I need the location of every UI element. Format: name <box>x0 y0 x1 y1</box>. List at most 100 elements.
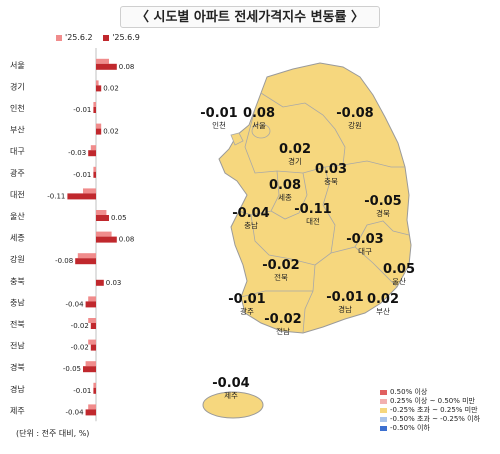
value-label: -0.04 <box>65 300 84 308</box>
region-name: 전남 <box>276 326 290 336</box>
bar-curr <box>96 85 102 92</box>
value-label: -0.02 <box>71 344 89 352</box>
bar-curr <box>75 258 96 265</box>
category-label: 전북 <box>10 319 25 329</box>
value-label: -0.02 <box>71 322 89 330</box>
value-label: -0.01 <box>73 106 91 114</box>
bar-curr <box>90 344 96 351</box>
category-label: 충북 <box>10 277 25 286</box>
legend-item-prev: '25.6.2 <box>56 33 93 42</box>
bar-prev <box>96 210 107 215</box>
region-name: 대구 <box>358 247 372 256</box>
region-value: 0.08 <box>269 178 301 193</box>
map-legend-label: 0.25% 이상 ~ 0.50% 미만 <box>390 397 476 405</box>
value-label: -0.01 <box>73 171 91 179</box>
map-legend-item: 0.25% 이상 ~ 0.50% 미만 <box>380 397 480 406</box>
bar-curr <box>96 128 102 135</box>
bar-prev <box>96 123 102 129</box>
bar-prev <box>83 188 96 194</box>
bar-curr <box>83 366 96 373</box>
bar-prev <box>77 253 96 259</box>
region-name: 광주 <box>240 306 254 316</box>
value-label: -0.11 <box>47 192 65 200</box>
region-name: 충북 <box>324 177 338 186</box>
region-value: -0.01 <box>200 106 237 121</box>
bar-chart: 서울 0.08 경기 0.02 인천 -0.01 부산 0.02 대구 -0.03 광주 -0.01 대… <box>10 48 135 422</box>
region-name: 울산 <box>392 276 406 286</box>
region-value: 0.02 <box>279 142 311 157</box>
value-label: -0.01 <box>73 387 91 395</box>
category-label: 경북 <box>10 362 25 372</box>
region-value: 0.05 <box>383 262 415 277</box>
category-label: 광주 <box>10 168 25 178</box>
legend-label-prev: '25.6.2 <box>65 33 93 42</box>
map-legend-swatch <box>380 407 387 413</box>
region-name: 경기 <box>288 156 302 166</box>
bar-prev <box>85 361 96 367</box>
region-value: -0.01 <box>326 290 363 305</box>
region-value: -0.05 <box>364 194 401 209</box>
region-value: -0.02 <box>264 312 301 327</box>
bar-prev <box>88 404 96 410</box>
bar-prev <box>96 58 109 64</box>
value-label: 0.08 <box>119 63 135 71</box>
region-value: 0.08 <box>243 106 275 121</box>
region-value: -0.11 <box>294 202 331 217</box>
bar-legend: '25.6.2 '25.6.9 <box>56 33 148 42</box>
region-name: 부산 <box>376 306 390 316</box>
region-name: 인천 <box>212 120 226 130</box>
value-label: -0.04 <box>65 408 84 416</box>
category-label: 경남 <box>10 384 25 394</box>
bar-curr <box>85 409 96 416</box>
category-label: 부산 <box>10 125 25 135</box>
bar-curr <box>96 215 109 221</box>
category-label: 세종 <box>10 234 25 243</box>
map-legend-swatch <box>380 425 387 431</box>
value-label: -0.05 <box>63 365 81 373</box>
region-name: 제주 <box>224 391 238 400</box>
bar-prev <box>88 318 96 323</box>
bar-curr <box>88 150 96 157</box>
bar-prev <box>88 296 96 302</box>
region-value: -0.01 <box>228 292 265 307</box>
bar-curr <box>85 301 96 308</box>
map-legend-item: -0.50% 이하 <box>380 424 480 433</box>
bar-curr <box>96 63 117 70</box>
map-legend-label: 0.50% 이상 <box>390 388 428 396</box>
region-value: -0.04 <box>212 376 249 391</box>
map-legend-label: -0.50% 초과 ~ -0.25% 이하 <box>390 415 481 423</box>
map-legend-label: -0.25% 초과 ~ 0.25% 미만 <box>390 406 478 414</box>
region-value: -0.04 <box>232 206 269 221</box>
legend-swatch-curr <box>103 34 110 41</box>
category-label: 경기 <box>10 81 25 91</box>
category-label: 대전 <box>10 189 25 199</box>
bar-prev <box>93 382 96 388</box>
map-legend-item: -0.25% 초과 ~ 0.25% 미만 <box>380 406 480 415</box>
bar-curr <box>93 107 96 113</box>
region-name: 경남 <box>338 304 352 314</box>
bar-curr <box>93 171 96 178</box>
region-name: 대전 <box>306 216 320 226</box>
value-label: -0.03 <box>68 149 86 157</box>
bar-prev <box>90 145 96 151</box>
category-label: 충남 <box>10 298 25 307</box>
map-labels: -0.01인천0.08서울0.02경기-0.08강원0.03충북0.08세종-0… <box>200 106 415 400</box>
region-value: -0.03 <box>346 232 383 247</box>
value-label: 0.05 <box>111 214 127 222</box>
value-label: 0.02 <box>103 128 119 136</box>
region-value: -0.08 <box>336 106 373 121</box>
value-label: 0.02 <box>103 84 119 92</box>
map-legend-swatch <box>380 398 387 404</box>
map-legend-item: -0.50% 초과 ~ -0.25% 이하 <box>380 415 480 424</box>
bar-curr <box>96 279 104 286</box>
bar-prev <box>93 166 96 172</box>
bar-prev <box>96 231 112 237</box>
incheon-shape <box>230 132 244 146</box>
unit-note: (단위 : 전주 대비, %) <box>16 429 90 438</box>
category-label: 전남 <box>10 341 25 351</box>
bar-prev <box>88 339 96 345</box>
region-name: 서울 <box>252 121 266 130</box>
chart-title: 〈 시도별 아파트 전세가격지수 변동률 〉 <box>120 6 380 28</box>
region-value: -0.02 <box>262 258 299 273</box>
value-label: 0.03 <box>106 279 122 287</box>
